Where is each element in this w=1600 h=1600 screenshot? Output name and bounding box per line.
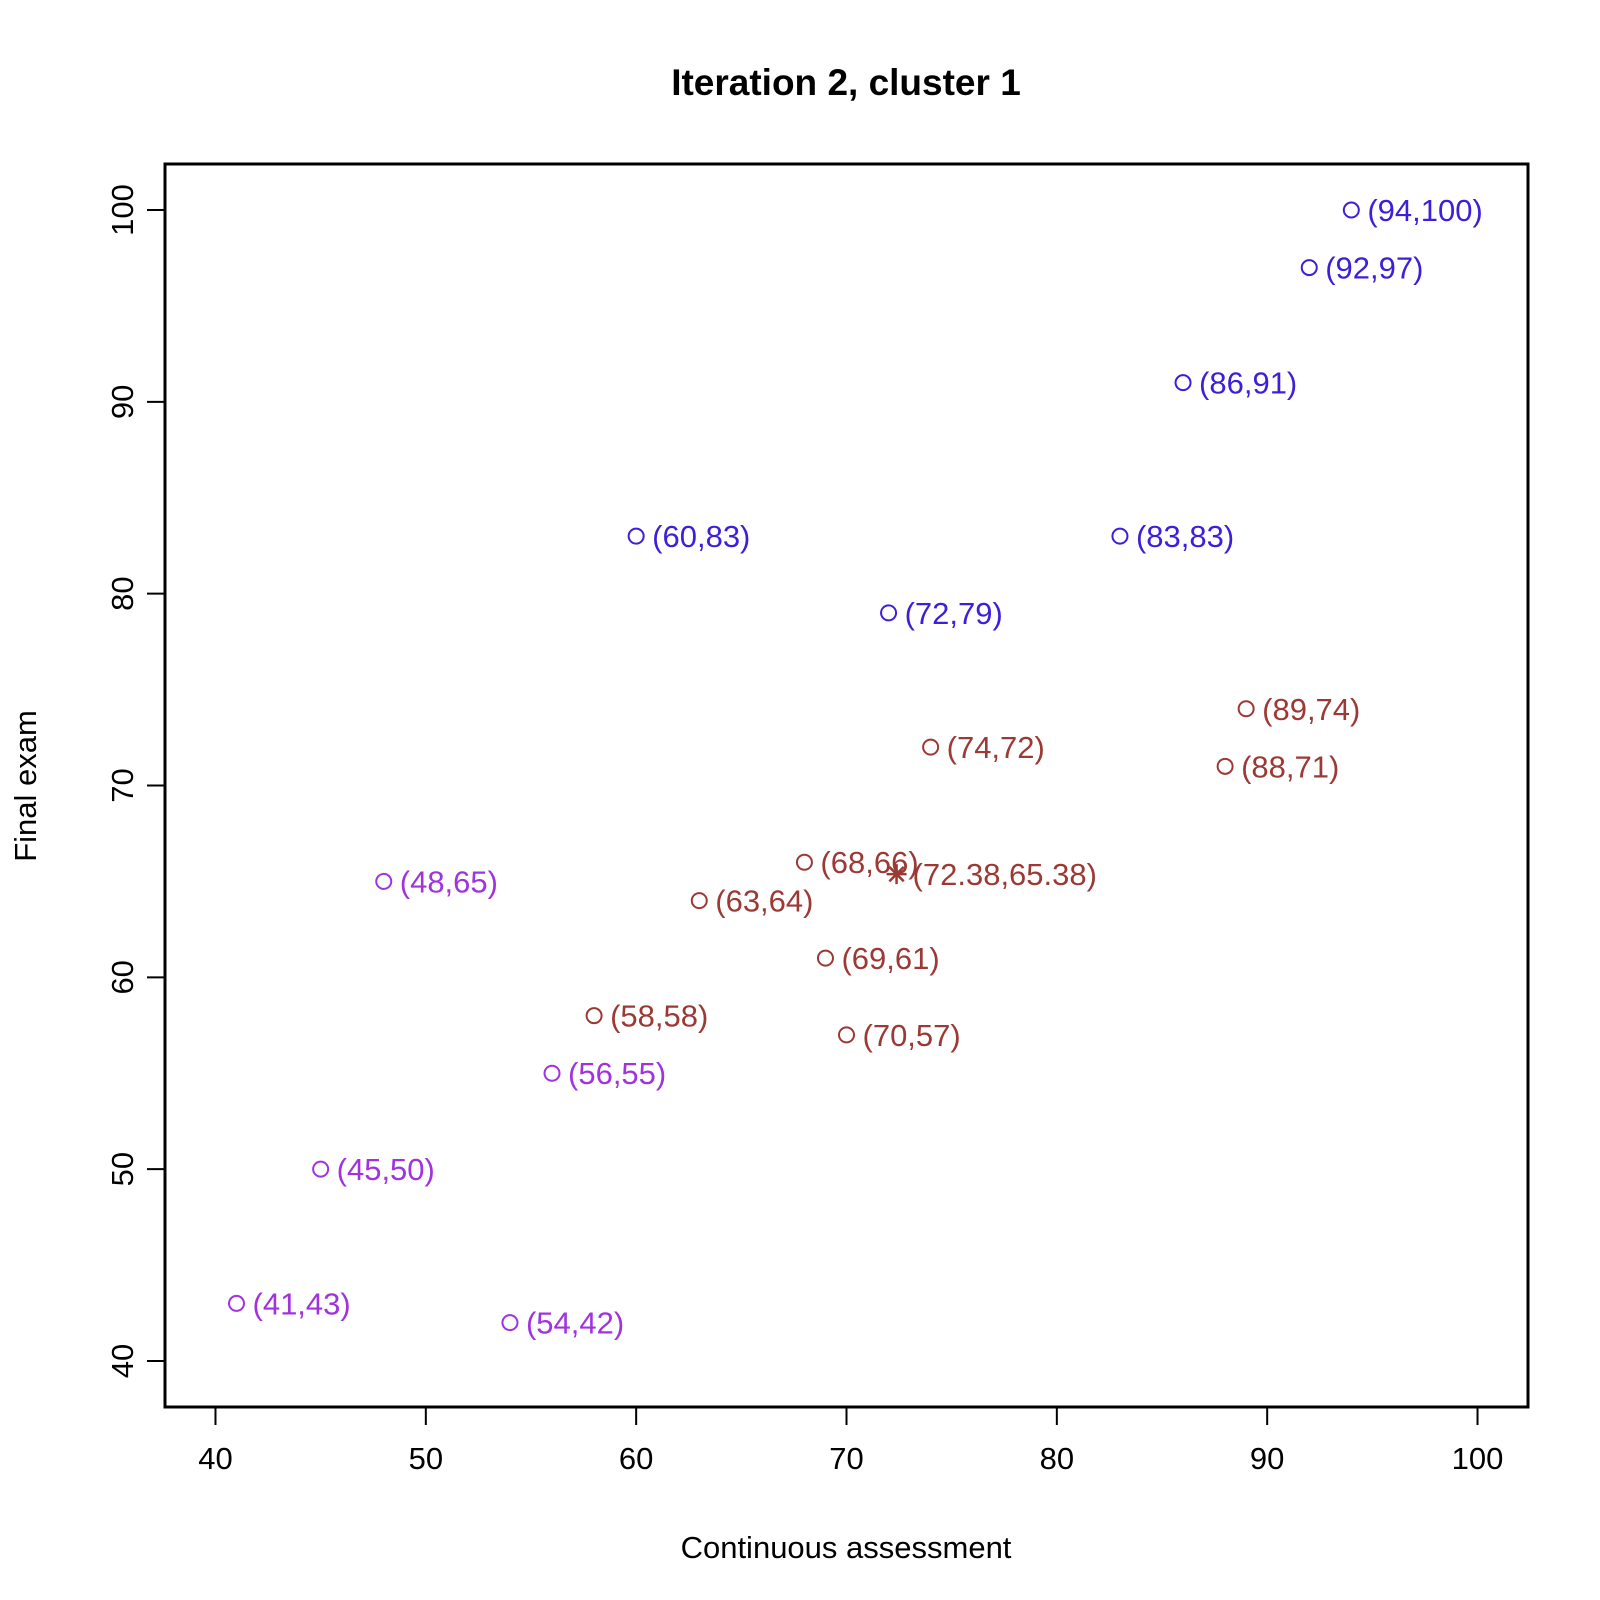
- data-point-label: (69,61): [841, 941, 939, 976]
- data-point: [816, 949, 834, 967]
- centroid-marker: [886, 864, 907, 885]
- y-tick-label: 70: [105, 768, 140, 802]
- centroid-label: (72.38,65.38): [913, 857, 1097, 892]
- data-point: [1216, 757, 1234, 775]
- data-point: [690, 892, 708, 910]
- y-tick-label: 50: [105, 1152, 140, 1186]
- data-point: [228, 1294, 246, 1312]
- data-point-label: (54,42): [526, 1306, 624, 1341]
- x-axis-title: Continuous assessment: [681, 1530, 1012, 1565]
- data-point-label: (58,58): [610, 999, 708, 1034]
- data-point-label: (45,50): [337, 1152, 435, 1187]
- data-point-label: (72,79): [905, 596, 1003, 631]
- y-axis: 40 50 60 70 80 90 100: [105, 184, 166, 1378]
- data-point-label: (86,91): [1199, 366, 1297, 401]
- data-point-label: (83,83): [1136, 519, 1234, 554]
- data-point-label: (48,65): [400, 864, 498, 899]
- data-point: [627, 527, 645, 545]
- data-point-label: (92,97): [1325, 251, 1423, 286]
- chart-title: Iteration 2, cluster 1: [671, 62, 1021, 103]
- x-tick-label: 70: [829, 1441, 863, 1476]
- data-points: (94,100) (92,97) (86,91) (60,83) (83,83) (72,…: [228, 193, 1483, 1341]
- y-tick-label: 80: [105, 576, 140, 610]
- data-point: [543, 1064, 561, 1082]
- x-tick-label: 40: [198, 1441, 232, 1476]
- data-point: [1111, 527, 1129, 545]
- data-point: [838, 1026, 855, 1044]
- data-point-label: (56,55): [568, 1056, 666, 1091]
- data-point: [312, 1160, 330, 1178]
- x-tick-label: 80: [1040, 1441, 1074, 1476]
- y-tick-label: 90: [105, 385, 140, 419]
- y-axis-title: Final exam: [8, 710, 43, 862]
- data-point-label: (74,72): [947, 730, 1045, 765]
- data-point: [585, 1007, 603, 1025]
- x-tick-label: 90: [1250, 1441, 1284, 1476]
- plot-frame: [163, 162, 1530, 1409]
- x-tick-label: 100: [1452, 1441, 1504, 1476]
- data-point-label: (70,57): [863, 1018, 961, 1053]
- x-tick-label: 50: [409, 1441, 443, 1476]
- data-point: [880, 604, 898, 622]
- data-point: [795, 853, 813, 871]
- data-point-label: (60,83): [652, 519, 750, 554]
- y-tick-label: 40: [105, 1344, 140, 1378]
- data-point: [1300, 259, 1318, 277]
- data-point-label: (94,100): [1367, 193, 1482, 228]
- data-point: [1174, 374, 1192, 392]
- data-point-label: (88,71): [1241, 749, 1339, 784]
- data-point-label: (41,43): [253, 1286, 351, 1321]
- data-point: [375, 872, 393, 890]
- x-axis: 40 50 60 70 80 90 100: [198, 1406, 1504, 1476]
- data-point: [1237, 700, 1255, 718]
- y-tick-label: 100: [105, 184, 140, 236]
- data-point-label: (63,64): [715, 884, 813, 919]
- data-point-label: (89,74): [1262, 692, 1360, 727]
- y-tick-label: 60: [105, 960, 140, 994]
- x-tick-label: 60: [619, 1441, 653, 1476]
- data-point: [1342, 201, 1360, 219]
- data-point: [922, 738, 940, 756]
- data-point: [501, 1314, 519, 1332]
